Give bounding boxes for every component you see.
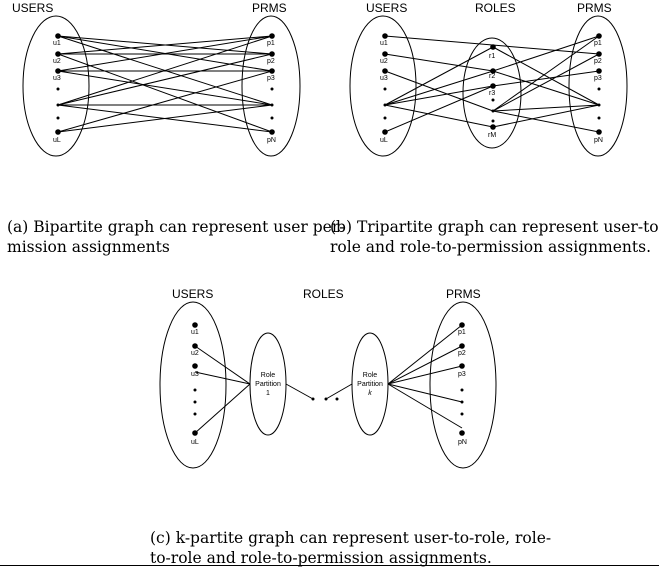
role-partition-1-label: Partition	[255, 381, 281, 388]
role-partition-k-label: Role	[363, 372, 378, 379]
panel-a-user-label: u1	[53, 40, 61, 47]
bottom-rule	[0, 565, 659, 566]
panel-b-prm-label: p3	[594, 75, 602, 82]
panel-b-users-title: USERS	[366, 1, 407, 15]
panel-a-prm-label: p3	[267, 75, 275, 82]
panel-b-roles-title: ROLES	[475, 1, 516, 15]
panel-b-user-label: u1	[380, 40, 388, 47]
caption-b-line: (b) Tripartite graph can represent user-…	[330, 217, 659, 237]
panel-c-prm-label: p3	[458, 371, 466, 378]
panel-c-prm-label: p2	[458, 350, 466, 357]
role-partition-1-label: Role	[261, 372, 276, 379]
caption-b: (b) Tripartite graph can represent user-…	[330, 217, 659, 257]
panel-a-prm-label: p2	[267, 58, 275, 65]
panel-c-prm-label: p1	[458, 329, 466, 336]
panel-c-user-label: u3	[191, 371, 199, 378]
panel-c-users-title: USERS	[172, 287, 213, 301]
panel-a-bipartite-graph: USERS PRMS u1	[12, 1, 300, 156]
caption-c-line: (c) k-partite graph can represent user-t…	[150, 528, 551, 548]
panel-b-prm-label: p1	[594, 40, 602, 47]
caption-a-line: (a) Bipartite graph can represent user p…	[7, 217, 344, 237]
caption-a: (a) Bipartite graph can represent user p…	[7, 217, 344, 257]
panel-a-prm-label: p1	[267, 40, 275, 47]
panel-a-edges	[58, 36, 272, 132]
role-partition-k-label: k	[368, 390, 372, 397]
panel-a-user-label: u3	[53, 75, 61, 82]
panel-b-prms-title: PRMS	[577, 1, 612, 15]
panel-a-users-title: USERS	[12, 1, 53, 15]
panel-a-user-label: uL	[53, 137, 61, 144]
panel-b-role-label: r2	[489, 73, 495, 80]
panel-a-user-label: u2	[53, 58, 61, 65]
caption-b-line: role and role-to-permission assignments.	[330, 237, 659, 257]
panel-c-user-label: u1	[191, 329, 199, 336]
panel-c-nodes	[192, 322, 465, 436]
panel-c-k-partite-graph: USERS ROLES PRMS u1 u2	[160, 287, 496, 468]
panel-b-user-label: uL	[380, 137, 388, 144]
role-partition-k-label: Partition	[357, 381, 383, 388]
panel-b-role-label: r3	[489, 90, 495, 97]
panel-b-role-label: r1	[489, 53, 495, 60]
panel-b-role-label: rM	[488, 132, 496, 139]
caption-c: (c) k-partite graph can represent user-t…	[150, 528, 551, 568]
panel-b-tripartite-graph: USERS ROLES PRMS	[350, 1, 627, 156]
panel-a-prms-title: PRMS	[252, 1, 287, 15]
panel-a-prm-label: pN	[267, 137, 276, 144]
panel-c-roles-title: ROLES	[303, 287, 344, 301]
panel-c-user-label: uL	[191, 439, 199, 446]
panel-c-prm-label: pN	[458, 439, 467, 446]
panel-b-prm-label: pN	[594, 137, 603, 144]
panel-b-user-label: u2	[380, 58, 388, 65]
role-partition-1-label: 1	[266, 390, 270, 397]
panel-b-user-label: u3	[380, 75, 388, 82]
caption-a-line: mission assignments	[7, 237, 344, 257]
panel-c-prms-title: PRMS	[446, 287, 481, 301]
panel-c-user-label: u2	[191, 350, 199, 357]
panel-c-edges	[195, 325, 462, 433]
panel-b-prm-label: p2	[594, 58, 602, 65]
